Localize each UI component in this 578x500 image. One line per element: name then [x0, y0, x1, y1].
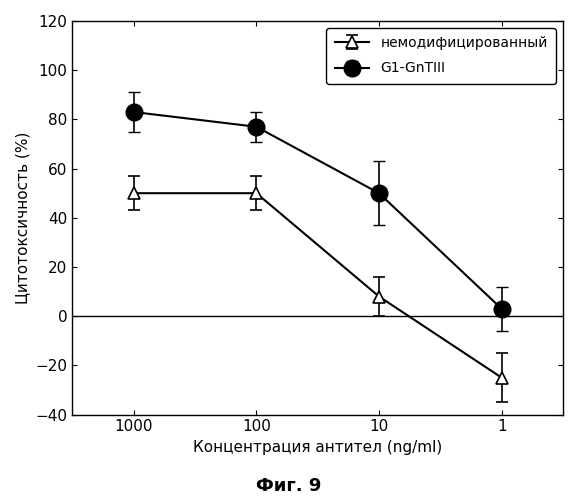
- Y-axis label: Цитотоксичность (%): Цитотоксичность (%): [15, 132, 30, 304]
- Legend: немодифицированный, G1-GnTIII: немодифицированный, G1-GnTIII: [326, 28, 556, 84]
- Text: Фиг. 9: Фиг. 9: [256, 477, 322, 495]
- X-axis label: Концентрация антител (ng/ml): Концентрация антител (ng/ml): [193, 440, 442, 455]
